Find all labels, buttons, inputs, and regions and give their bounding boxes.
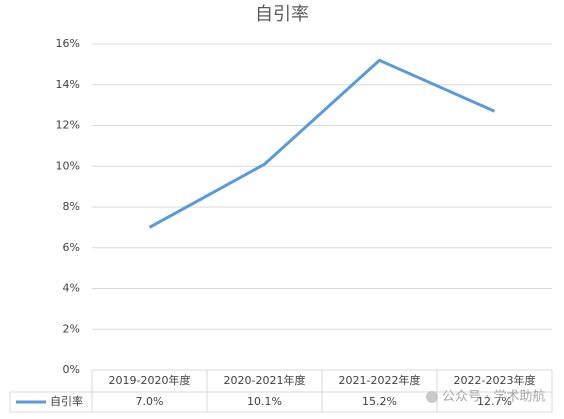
data-table-value: 15.2% bbox=[362, 395, 397, 408]
x-tick-label: 2019-2020年度 bbox=[109, 373, 191, 387]
chart-title: 自引率 bbox=[255, 4, 309, 25]
y-tick-label: 4% bbox=[63, 282, 80, 295]
y-tick-label: 14% bbox=[56, 78, 80, 91]
x-tick-label: 2020-2021年度 bbox=[224, 373, 306, 387]
y-tick-label: 12% bbox=[56, 119, 80, 132]
watermark: 公众号 · 学术助航 bbox=[442, 389, 545, 405]
data-table-value: 7.0% bbox=[136, 395, 164, 408]
data-table-value: 10.1% bbox=[247, 395, 282, 408]
x-tick-label: 2021-2022年度 bbox=[339, 373, 421, 387]
y-tick-label: 0% bbox=[63, 363, 80, 376]
data-table-value: 12.7% bbox=[477, 395, 512, 408]
y-tick-label: 2% bbox=[63, 322, 80, 335]
x-tick-label: 2022-2023年度 bbox=[454, 373, 536, 387]
data-line bbox=[148, 58, 496, 229]
y-tick-label: 16% bbox=[56, 37, 80, 50]
watermark-icon bbox=[426, 391, 438, 403]
legend-label: 自引率 bbox=[50, 394, 83, 408]
y-tick-label: 6% bbox=[63, 241, 80, 254]
y-tick-label: 10% bbox=[56, 159, 80, 172]
y-tick-label: 8% bbox=[63, 200, 80, 213]
